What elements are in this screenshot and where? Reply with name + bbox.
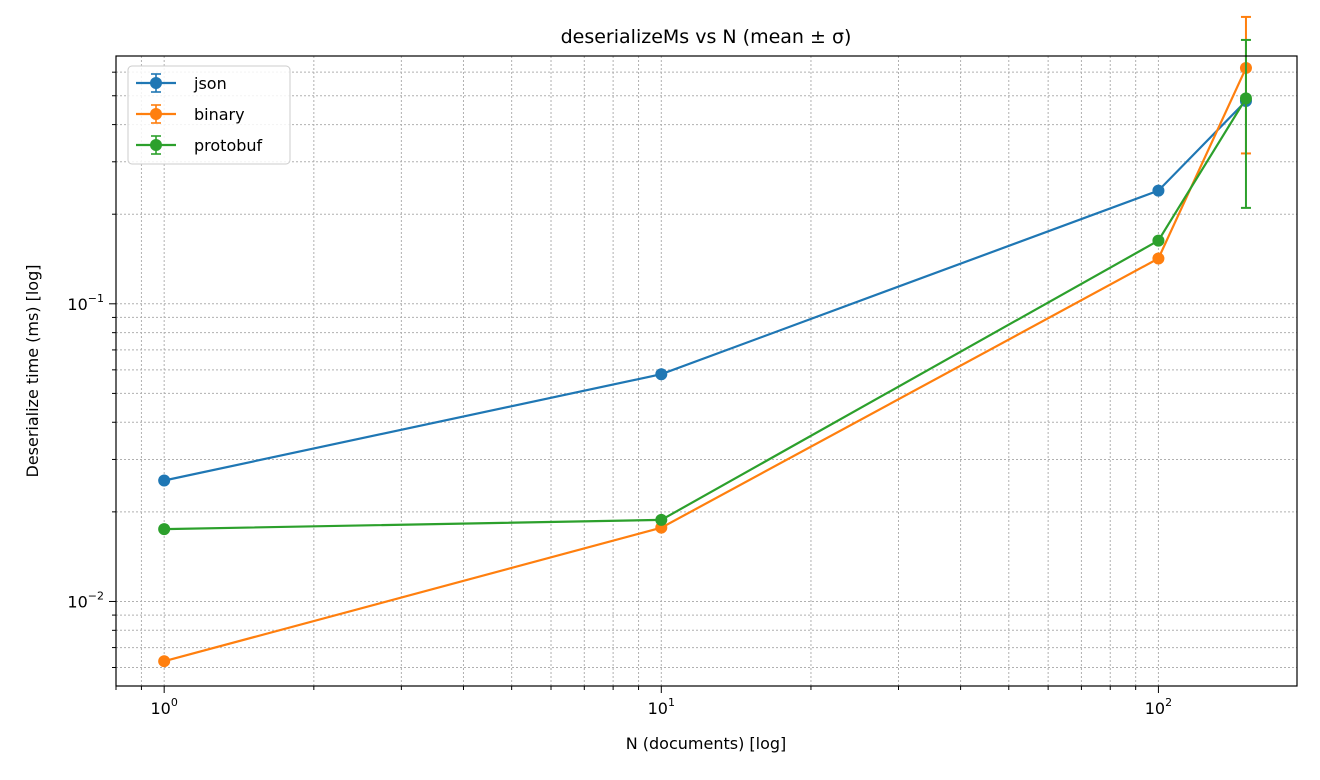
json-point bbox=[158, 474, 171, 487]
legend-marker bbox=[150, 139, 162, 151]
legend-label: json bbox=[193, 74, 227, 93]
x-tick-label: 101 bbox=[648, 696, 675, 718]
binary-point bbox=[158, 655, 171, 668]
legend-marker bbox=[150, 77, 162, 89]
legend-label: protobuf bbox=[194, 136, 263, 155]
protobuf-line bbox=[164, 97, 1247, 531]
x-tick-label: 100 bbox=[150, 696, 177, 718]
protobuf-point bbox=[1239, 92, 1252, 105]
json-point bbox=[655, 368, 668, 381]
legend-marker bbox=[150, 108, 162, 120]
legend-item-protobuf: protobuf bbox=[136, 135, 263, 155]
protobuf-point bbox=[1152, 234, 1165, 247]
protobuf-point bbox=[158, 523, 171, 536]
legend-item-binary: binary bbox=[136, 104, 245, 124]
binary-line bbox=[163, 67, 1247, 663]
legend: json binary protobuf bbox=[127, 65, 291, 165]
protobuf-point bbox=[655, 513, 668, 526]
y-tick-label: 10−1 bbox=[67, 292, 104, 314]
series-layer bbox=[158, 15, 1252, 668]
x-tick-label: 102 bbox=[1145, 696, 1172, 718]
legend-label: binary bbox=[194, 105, 245, 124]
y-tick-label: 10−2 bbox=[67, 589, 104, 611]
series-protobuf bbox=[158, 38, 1252, 536]
legend-box bbox=[127, 65, 291, 165]
chart-title: deserializeMs vs N (mean ± σ) bbox=[561, 26, 852, 48]
plot-frame bbox=[115, 55, 1298, 687]
legend-item-json: json bbox=[136, 73, 227, 93]
x-axis-label: N (documents) [log] bbox=[626, 734, 787, 753]
json-point bbox=[1152, 184, 1165, 197]
grid bbox=[115, 56, 1297, 686]
json-line bbox=[163, 100, 1247, 482]
y-axis-label: Deserialize time (ms) [log] bbox=[23, 265, 42, 478]
ticks: 100 101 102 10−2 10−1 bbox=[67, 71, 1172, 718]
binary-point bbox=[1152, 252, 1165, 265]
